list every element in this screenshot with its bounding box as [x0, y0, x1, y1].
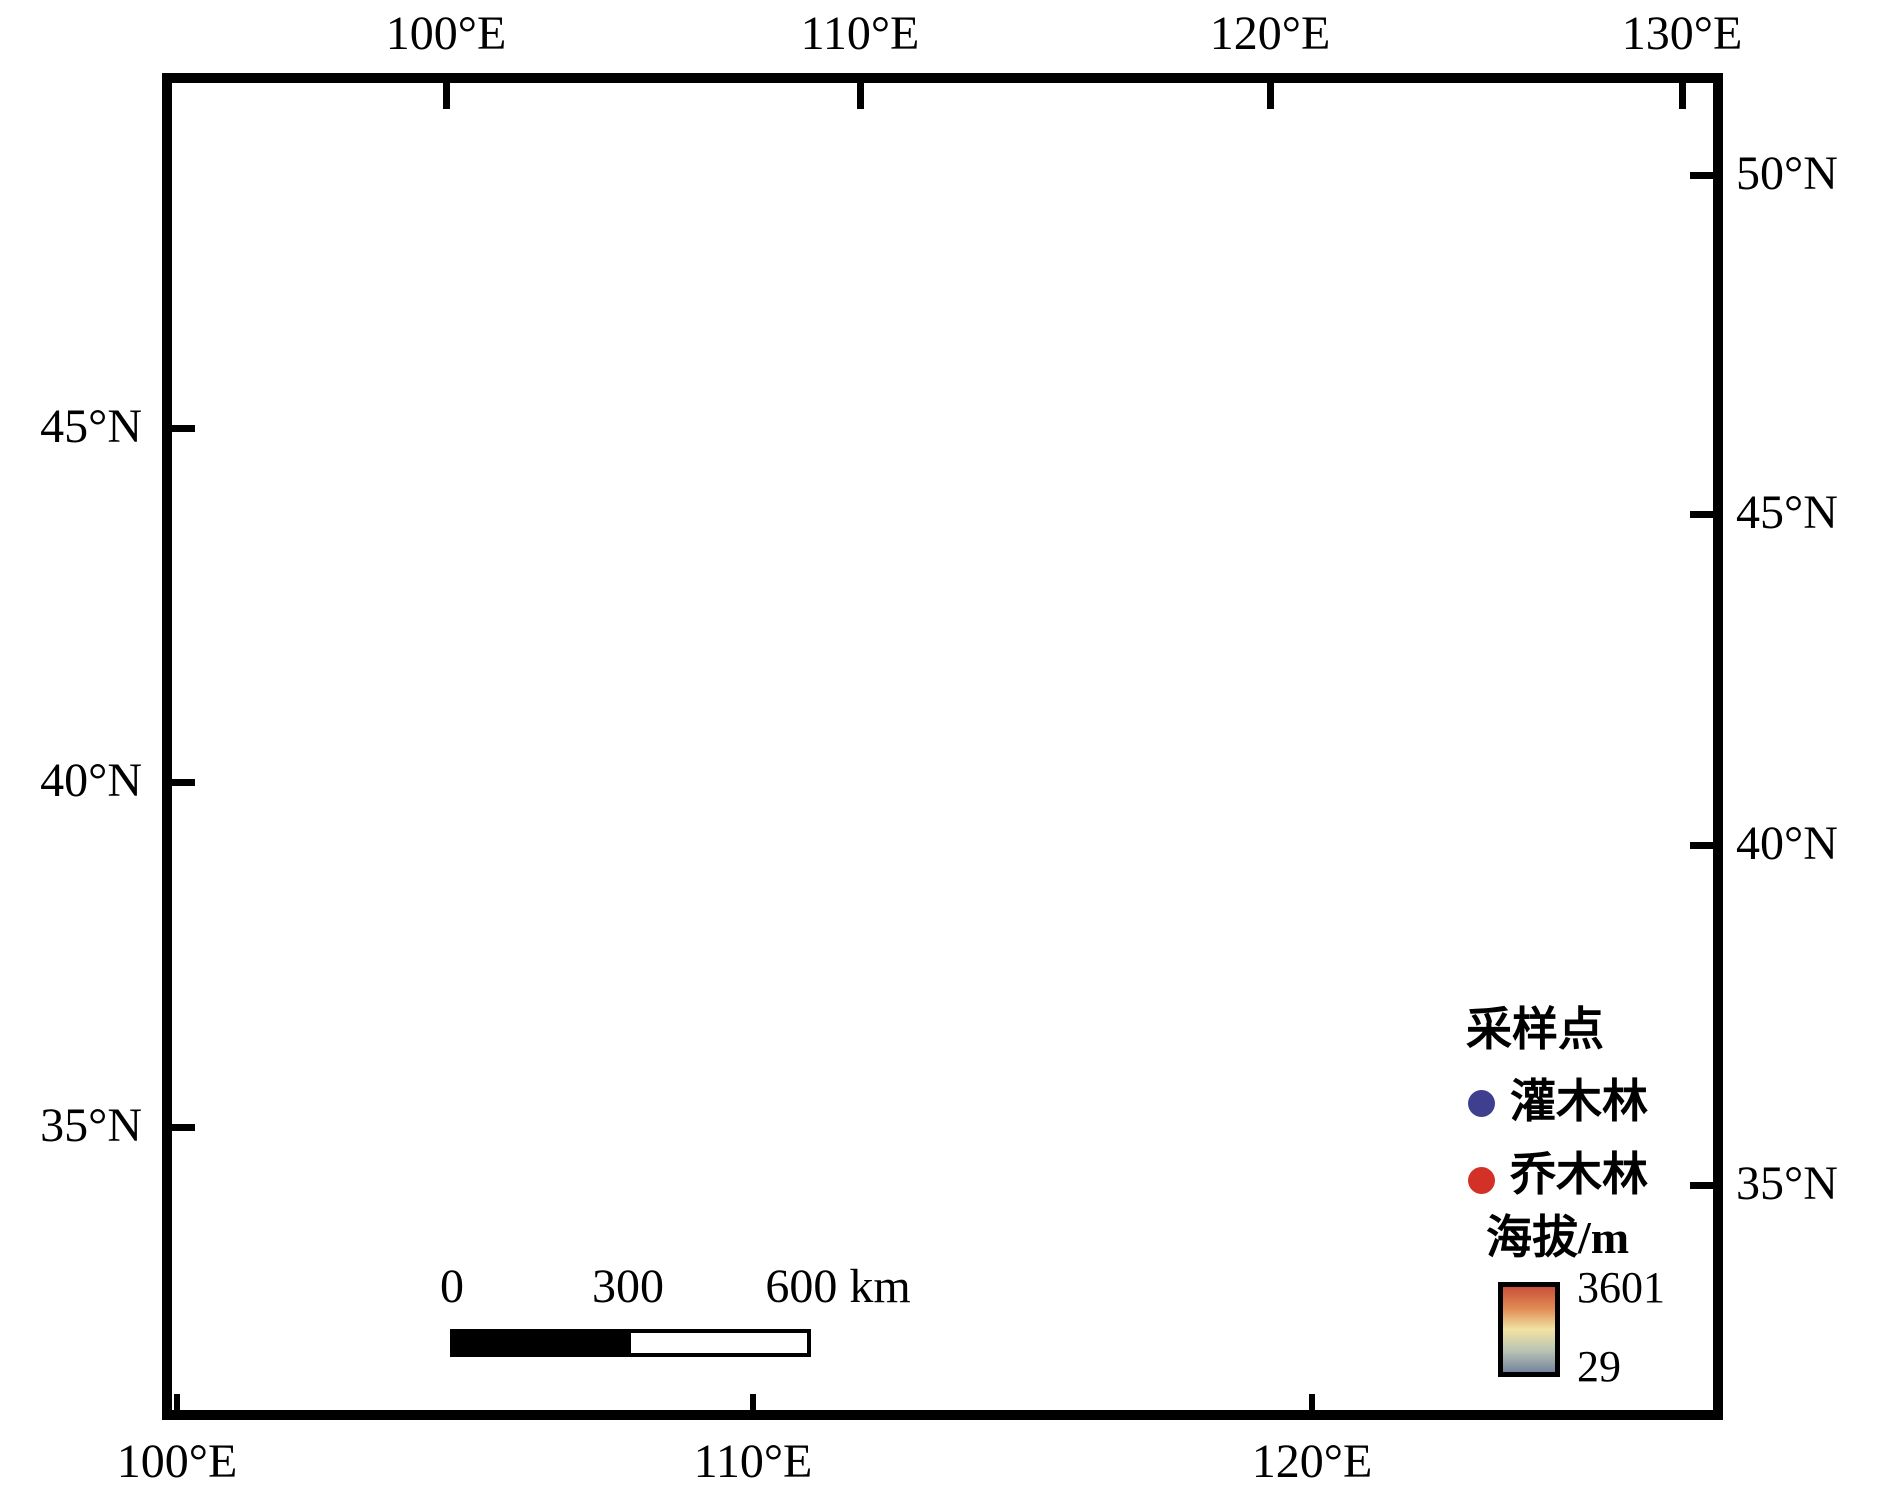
right-axis-label-35°N: 35°N — [1736, 1157, 1838, 1210]
scale-bar-label-0: 0 — [440, 1260, 464, 1313]
right-tick-50°N — [1690, 172, 1713, 179]
elevation-colorbar — [1498, 1282, 1560, 1377]
top-axis-label-120°E: 120°E — [1209, 7, 1331, 60]
left-axis-label-40°N: 40°N — [40, 754, 142, 807]
bottom-axis-label-120°E: 120°E — [1251, 1435, 1373, 1488]
elevation-legend-title: 海拔/m — [1486, 1212, 1630, 1263]
shrub-legend-dot-icon — [1468, 1090, 1495, 1117]
bottom-axis-label-110°E: 110°E — [693, 1435, 813, 1488]
top-tick-110°E — [857, 83, 864, 109]
right-tick-45°N — [1690, 511, 1713, 518]
bottom-tick-120°E — [1309, 1394, 1315, 1410]
right-tick-35°N — [1690, 1182, 1713, 1189]
right-tick-40°N — [1690, 842, 1713, 849]
left-tick-45°N — [172, 425, 195, 432]
scale-bar — [450, 1329, 811, 1357]
top-axis-label-110°E: 110°E — [800, 7, 920, 60]
top-axis-label-130°E: 130°E — [1621, 7, 1743, 60]
scale-bar-empty-segment — [630, 1333, 807, 1353]
right-axis-label-50°N: 50°N — [1736, 147, 1838, 200]
legend-item-arbor: 乔木林 — [1510, 1149, 1648, 1200]
left-axis-label-35°N: 35°N — [40, 1099, 142, 1152]
right-axis-label-45°N: 45°N — [1736, 486, 1838, 539]
colorbar-min-label: 29 — [1577, 1342, 1621, 1391]
legend-item-shrub: 灌木林 — [1510, 1076, 1648, 1127]
legend-title: 采样点 — [1466, 1004, 1604, 1055]
left-axis-label-45°N: 45°N — [40, 400, 142, 453]
bottom-tick-100°E — [174, 1394, 180, 1410]
colorbar-max-label: 3601 — [1577, 1263, 1665, 1312]
top-tick-130°E — [1679, 83, 1686, 109]
bottom-tick-110°E — [750, 1394, 756, 1410]
scale-bar-label-300: 300 — [592, 1260, 664, 1313]
top-tick-120°E — [1267, 83, 1274, 109]
top-axis-label-100°E: 100°E — [385, 7, 507, 60]
bottom-axis-label-100°E: 100°E — [116, 1435, 238, 1488]
scale-bar-label-600km: 600 km — [765, 1260, 911, 1313]
top-tick-100°E — [443, 83, 450, 109]
left-tick-35°N — [172, 1124, 195, 1131]
scale-bar-filled-segment — [454, 1333, 631, 1353]
arbor-legend-dot-icon — [1468, 1167, 1495, 1194]
left-tick-40°N — [172, 779, 195, 786]
right-axis-label-40°N: 40°N — [1736, 817, 1838, 870]
map-frame-border — [162, 73, 1723, 1420]
